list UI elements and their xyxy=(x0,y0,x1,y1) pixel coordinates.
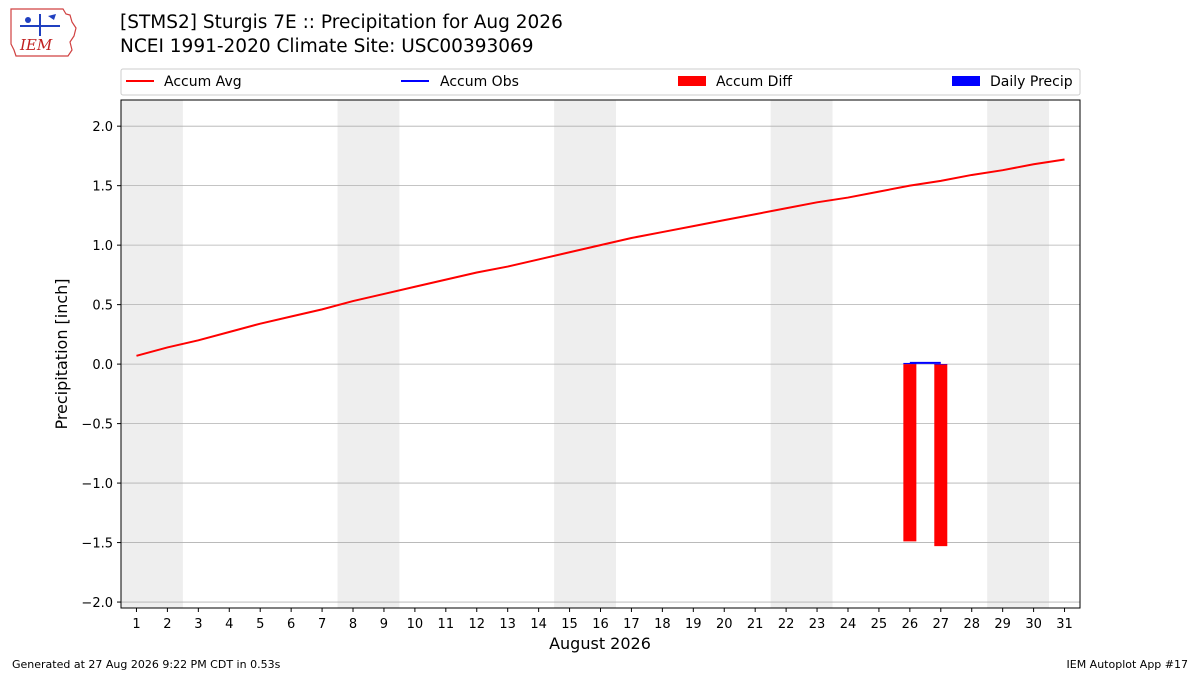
x-tick-label-28: 28 xyxy=(963,617,980,632)
x-tick-label-13: 13 xyxy=(499,617,516,632)
y-axis-label: Precipitation [inch] xyxy=(52,278,71,429)
x-tick-label-30: 30 xyxy=(1025,617,1042,632)
x-tick-label-31: 31 xyxy=(1056,617,1073,632)
x-tick-label-29: 29 xyxy=(994,617,1011,632)
weekend-bands xyxy=(121,100,1050,608)
x-tick-label-6: 6 xyxy=(287,617,295,632)
x-tick-label-25: 25 xyxy=(871,617,888,632)
x-tick-label-18: 18 xyxy=(654,617,671,632)
x-tick-label-1: 1 xyxy=(132,617,140,632)
x-tick-label-4: 4 xyxy=(225,617,233,632)
y-tick-label-8: 1.5 xyxy=(92,180,113,195)
legend-label-accum-diff: Accum Diff xyxy=(716,74,792,90)
legend: Accum Avg Accum Obs Accum Diff Daily Pre… xyxy=(120,68,1081,96)
x-tick-label-17: 17 xyxy=(623,617,640,632)
daily-precip-bar-day-27 xyxy=(934,364,948,365)
x-tick-label-2: 2 xyxy=(163,617,171,632)
x-tick-label-12: 12 xyxy=(468,617,485,632)
y-tick-label-2: −1.5 xyxy=(81,537,113,552)
x-tick-label-5: 5 xyxy=(256,617,264,632)
legend-swatch-daily-precip xyxy=(952,76,980,86)
x-tick-label-23: 23 xyxy=(809,617,826,632)
x-tick-label-20: 20 xyxy=(716,617,733,632)
x-axis-label: August 2026 xyxy=(549,634,651,653)
x-tick-label-16: 16 xyxy=(592,617,609,632)
x-tick-label-24: 24 xyxy=(840,617,857,632)
y-tick-label-1: −2.0 xyxy=(81,596,113,611)
weekend-band-3 xyxy=(554,100,616,608)
weekend-band-4 xyxy=(770,100,833,608)
logo-dot xyxy=(25,17,31,23)
y-tick-label-3: −1.0 xyxy=(81,477,113,492)
x-tick-label-10: 10 xyxy=(407,617,424,632)
legend-item-accum-diff: Accum Diff xyxy=(678,74,792,90)
accum-diff-bar-day-26 xyxy=(903,364,917,542)
x-tick-label-8: 8 xyxy=(349,617,357,632)
generated-timestamp: Generated at 27 Aug 2026 9:22 PM CDT in … xyxy=(12,658,281,671)
weekend-band-5 xyxy=(987,100,1050,608)
accum-diff-bar-day-27 xyxy=(934,364,948,547)
x-tick-label-3: 3 xyxy=(194,617,202,632)
x-tick-label-21: 21 xyxy=(747,617,764,632)
chart-subtitle: NCEI 1991-2020 Climate Site: USC00393069 xyxy=(120,36,534,57)
y-tick-label-4: −0.5 xyxy=(81,418,113,433)
legend-item-daily-precip: Daily Precip xyxy=(952,74,1073,90)
x-tick-label-27: 27 xyxy=(933,617,950,632)
iem-logo: IEM xyxy=(8,6,80,58)
x-tick-label-9: 9 xyxy=(380,617,388,632)
grid-lines xyxy=(121,125,1080,603)
legend-item-accum-obs: Accum Obs xyxy=(401,74,519,90)
app-credit: IEM Autoplot App #17 xyxy=(1066,658,1189,671)
x-axis-ticks: 1 2 3 4 5 6 7 8 9 10 11 12 13 14 15 16 17 18 19 20 21 22 23 24 2… xyxy=(132,608,1073,632)
legend-swatch-accum-diff xyxy=(678,76,706,86)
weekend-band-2 xyxy=(337,100,400,608)
y-tick-label-7: 1.0 xyxy=(92,239,113,254)
chart-title: [STMS2] Sturgis 7E :: Precipitation for … xyxy=(120,12,563,33)
x-tick-label-7: 7 xyxy=(318,617,326,632)
y-tick-label-6: 0.5 xyxy=(92,299,113,314)
x-tick-label-22: 22 xyxy=(778,617,795,632)
y-tick-label-9: 2.0 xyxy=(92,120,113,135)
legend-label-daily-precip: Daily Precip xyxy=(990,74,1073,90)
legend-label-accum-obs: Accum Obs xyxy=(440,74,519,90)
x-tick-label-19: 19 xyxy=(685,617,702,632)
y-tick-label-5: 0.0 xyxy=(92,358,113,373)
legend-box xyxy=(120,68,1081,96)
iem-logo-graphic: IEM xyxy=(10,8,77,57)
accum-avg-line xyxy=(136,158,1065,357)
x-tick-label-14: 14 xyxy=(530,617,547,632)
logo-vane xyxy=(48,14,56,20)
series-layer xyxy=(136,158,1065,547)
legend-item-accum-avg: Accum Avg xyxy=(126,74,242,90)
weekend-band-1 xyxy=(121,100,183,608)
logo-text: IEM xyxy=(19,36,53,54)
x-tick-label-15: 15 xyxy=(561,617,578,632)
legend-label-accum-avg: Accum Avg xyxy=(164,74,242,90)
x-tick-label-11: 11 xyxy=(438,617,455,632)
x-tick-label-26: 26 xyxy=(902,617,919,632)
y-axis-ticks: −2.0 −1.5 −1.0 −0.5 0.0 0.5 1.0 1.5 2.0 xyxy=(81,120,121,611)
